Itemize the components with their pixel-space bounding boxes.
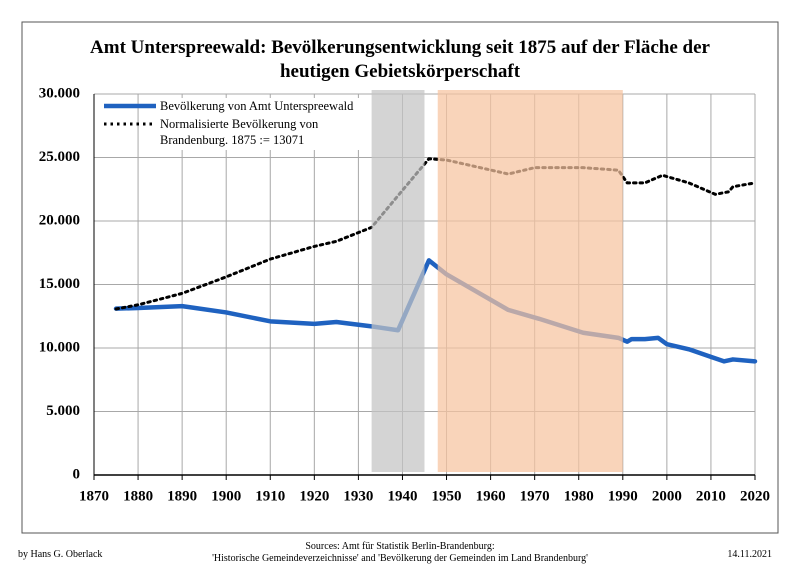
x-tick-label: 1900	[211, 488, 241, 504]
x-tick-label: 1920	[299, 488, 329, 504]
y-tick-label: 0	[73, 466, 81, 482]
x-tick-label: 1970	[520, 488, 550, 504]
y-tick-label: 10.000	[39, 339, 80, 355]
legend: Bevölkerung von Amt Unterspreewald Normal…	[104, 98, 365, 150]
x-tick-label: 1930	[343, 488, 373, 504]
sources: Sources: Amt für Statistik Berlin-Brande…	[150, 541, 650, 565]
y-tick-label: 30.000	[39, 85, 80, 101]
x-tick-label: 1980	[564, 488, 594, 504]
legend-item: Bevölkerung von Amt Unterspreewald	[104, 98, 365, 114]
y-tick-label: 25.000	[39, 149, 80, 165]
source-line: Sources: Amt für Statistik Berlin-Brande…	[305, 541, 495, 552]
legend-label: Bevölkerung von Amt Unterspreewald	[160, 99, 354, 113]
x-tick-label: 1950	[432, 488, 462, 504]
y-tick-label: 20.000	[39, 212, 80, 228]
x-tick-label: 2000	[652, 488, 682, 504]
source-line: 'Historische Gemeindeverzeichnisse' and …	[212, 553, 588, 564]
y-tick-label: 15.000	[39, 276, 80, 292]
line	[113, 258, 758, 364]
shaded-period	[437, 90, 623, 472]
x-tick-label: 1870	[79, 488, 109, 504]
chart-title: Amt Unterspreewald: Bevölkerungsentwickl…	[90, 37, 710, 82]
legend-swatch	[104, 122, 156, 126]
x-tick-label: 1910	[255, 488, 285, 504]
legend-label: Normalisierte Bevölkerung von Brandenbur…	[160, 117, 319, 147]
date: 14.11.2021	[727, 549, 772, 560]
x-tick-label: 1880	[123, 488, 153, 504]
x-tick-label: 1940	[387, 488, 417, 504]
y-tick-label: 5.000	[46, 403, 80, 419]
x-tick-label: 1990	[608, 488, 638, 504]
shaded-period	[371, 90, 425, 472]
x-tick-label: 1890	[167, 488, 197, 504]
frame	[21, 21, 779, 534]
legend-swatch	[104, 103, 156, 109]
x-tick-label: 2020	[740, 488, 770, 504]
x-tick-label: 2010	[696, 488, 726, 504]
author: by Hans G. Oberlack	[18, 549, 103, 560]
legend-item: Normalisierte Bevölkerung von Brandenbur…	[104, 116, 365, 148]
dotted-line	[114, 157, 757, 311]
x-tick-label: 1960	[476, 488, 506, 504]
